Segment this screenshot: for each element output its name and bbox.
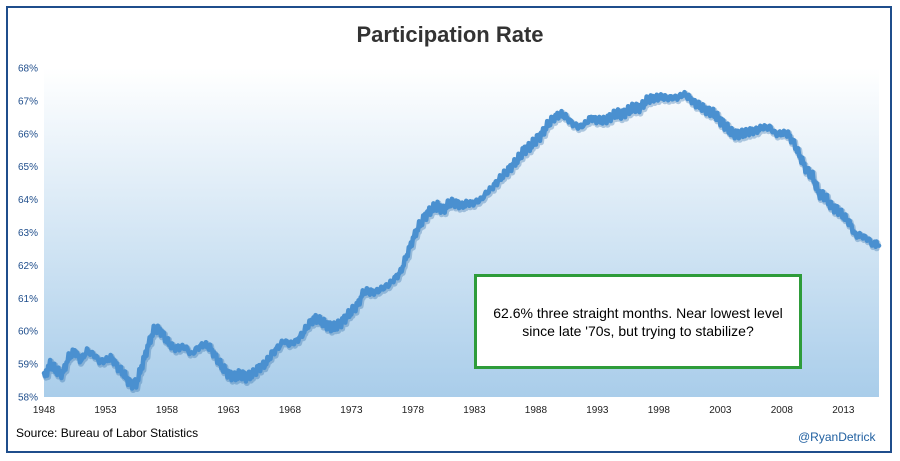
series-line [41, 89, 882, 391]
x-tick-label: 1983 [463, 405, 486, 416]
x-tick-label: 1958 [156, 405, 179, 416]
x-tick-label: 1998 [648, 405, 671, 416]
x-tick-label: 2008 [771, 405, 794, 416]
chart-title: Participation Rate [356, 22, 544, 47]
x-tick-label: 1968 [279, 405, 302, 416]
y-tick-label: 63% [18, 228, 38, 239]
x-tick-label: 1963 [217, 405, 240, 416]
y-tick-label: 61% [18, 294, 38, 305]
x-tick-label: 1988 [525, 405, 548, 416]
y-tick-label: 67% [18, 96, 38, 107]
y-axis-ticks: 58% 59% 60% 61% 62% 63% 64% 65% 66% 67% 68% [18, 64, 38, 404]
y-tick-label: 62% [18, 261, 38, 272]
y-tick-label: 58% [18, 393, 38, 404]
y-tick-label: 68% [18, 64, 38, 75]
y-tick-label: 64% [18, 195, 38, 206]
source-note: Source: Bureau of Labor Statistics [16, 426, 199, 440]
y-tick-label: 60% [18, 327, 38, 338]
x-tick-label: 1978 [402, 405, 425, 416]
x-tick-label: 1948 [33, 405, 56, 416]
y-tick-label: 66% [18, 129, 38, 140]
x-tick-label: 1973 [340, 405, 363, 416]
y-tick-label: 59% [18, 360, 38, 371]
x-axis-ticks: 1948 1953 1958 1963 1968 1973 1978 1983 1988 1993… [33, 405, 855, 416]
x-tick-label: 1993 [586, 405, 609, 416]
annotation-text: 62.6% three straight months. Near lowest… [493, 304, 783, 339]
series-layer [41, 89, 883, 393]
author-handle: @RyanDetrick [798, 430, 876, 444]
x-tick-label: 2013 [832, 405, 855, 416]
x-tick-label: 1953 [94, 405, 117, 416]
annotation-box: 62.6% three straight months. Near lowest… [474, 274, 802, 369]
x-tick-label: 2003 [709, 405, 732, 416]
y-tick-label: 65% [18, 162, 38, 173]
